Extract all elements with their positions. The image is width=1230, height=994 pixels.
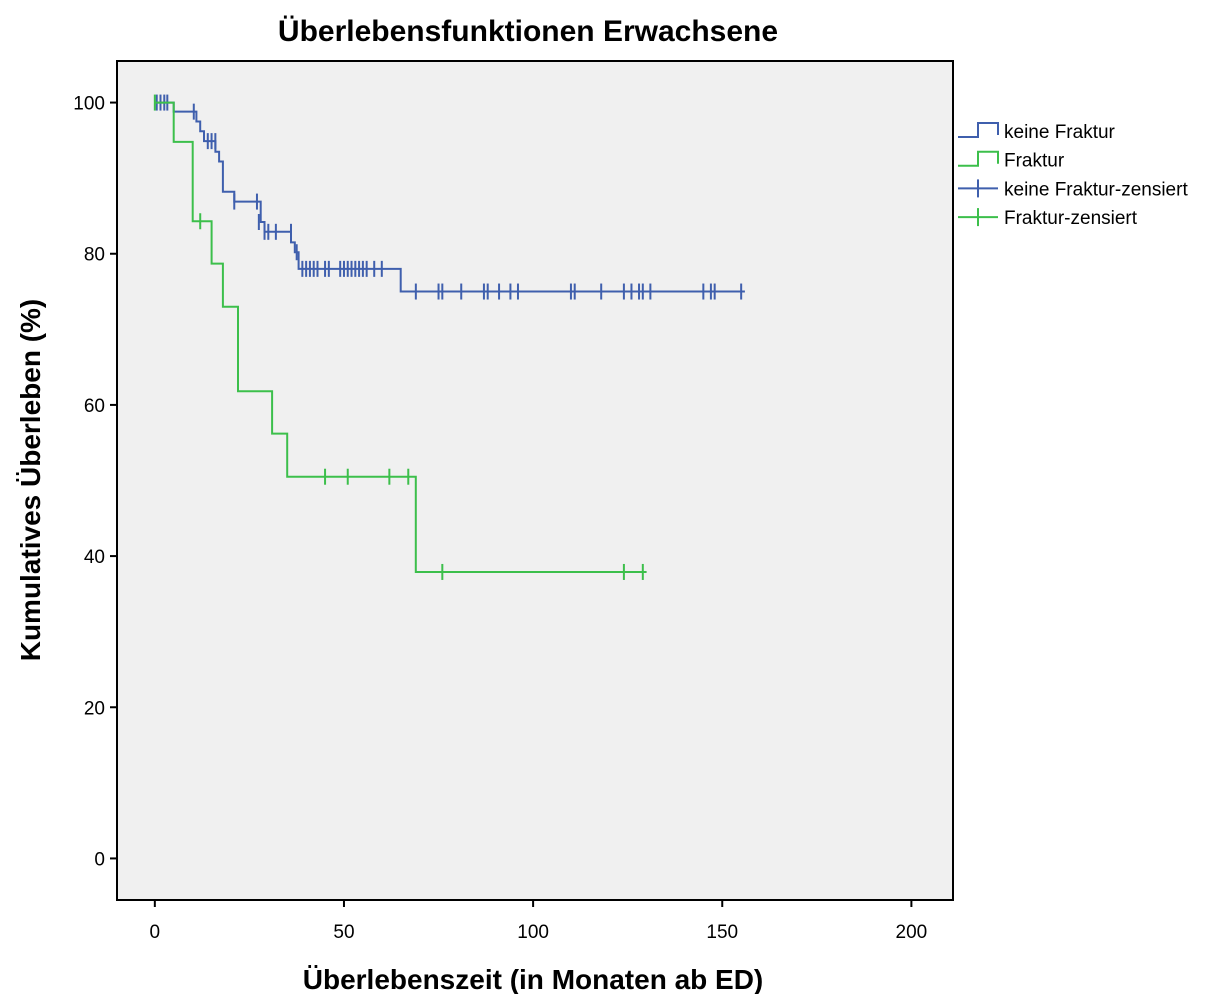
survival-curve (154, 101, 647, 573)
series-1 (153, 94, 647, 580)
legend-swatch-step (958, 122, 999, 138)
legend-item: Fraktur (958, 151, 1065, 172)
y-tick-label: 100 (73, 94, 105, 115)
survival-curve (154, 101, 745, 293)
plot-area (116, 60, 954, 901)
x-tick-label: 150 (706, 922, 738, 943)
legend-label: keine Fraktur-zensiert (1004, 179, 1188, 200)
legend-label: Fraktur-zensiert (1004, 208, 1138, 229)
x-tick-label: 50 (333, 922, 354, 943)
legend-item: keine Fraktur-zensiert (958, 179, 1188, 200)
series-layer (153, 94, 745, 580)
x-axis: 0 50 100 150 200 (150, 900, 928, 943)
legend-item: Fraktur-zensiert (958, 208, 1138, 229)
legend-item: keine Fraktur (958, 122, 1116, 143)
legend-label: keine Fraktur (1004, 122, 1116, 143)
legend-label: Fraktur (1004, 151, 1065, 172)
legend-swatch-step (958, 150, 999, 167)
x-tick-label: 0 (150, 922, 161, 943)
y-tick-label: 80 (84, 245, 105, 266)
y-axis-title: Kumulatives Überleben (%) (15, 299, 46, 662)
y-tick-label: 40 (84, 547, 105, 568)
y-tick-label: 0 (94, 849, 105, 870)
x-tick-label: 100 (517, 922, 549, 943)
y-tick-label: 60 (84, 396, 105, 417)
x-tick-label: 200 (896, 922, 928, 943)
y-axis: 0 20 40 60 80 100 (73, 94, 117, 870)
x-axis-title: Überlebenszeit (in Monaten ab ED) (303, 964, 764, 994)
legend: keine Fraktur Fraktur keine Fraktur-zensie… (958, 122, 1188, 229)
y-tick-label: 20 (84, 698, 105, 719)
chart-title: Überlebensfunktionen Erwachsene (278, 15, 778, 48)
